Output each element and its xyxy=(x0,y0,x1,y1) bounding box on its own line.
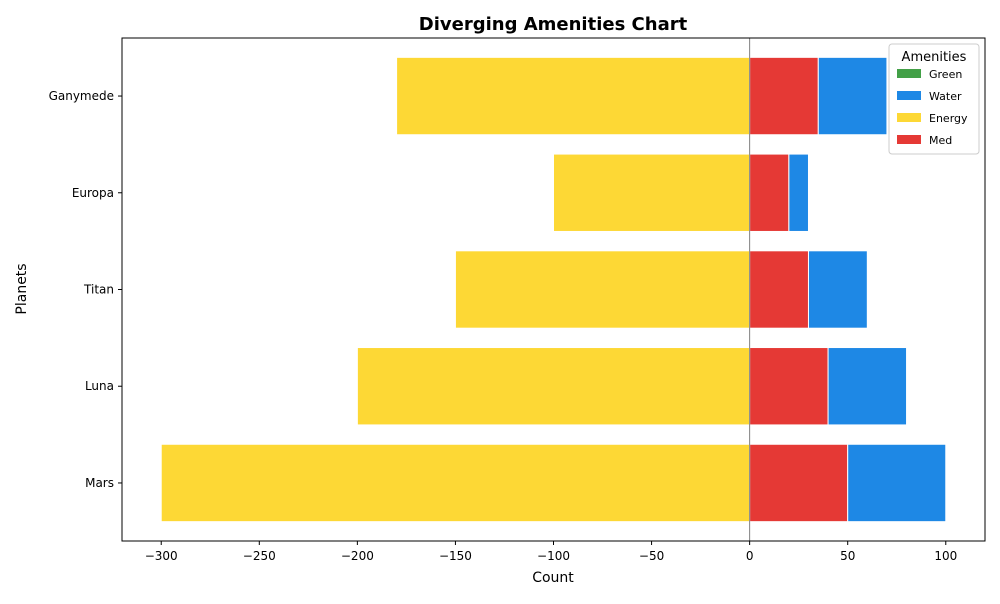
bar-med-luna xyxy=(749,347,829,426)
legend-label-green: Green xyxy=(929,68,962,81)
bar-energy-titan xyxy=(454,250,751,329)
y-tick-label-europa: Europa xyxy=(72,186,114,200)
x-tick-label: −50 xyxy=(639,549,664,563)
bar-energy-luna xyxy=(356,347,751,426)
legend-swatch-water xyxy=(897,91,921,100)
x-tick-label: −250 xyxy=(243,549,276,563)
x-tick-label: 100 xyxy=(934,549,957,563)
legend-swatch-med xyxy=(897,135,921,144)
legend-label-med: Med xyxy=(929,134,952,147)
bar-med-titan xyxy=(749,250,809,329)
y-tick-label-ganymede: Ganymede xyxy=(49,89,114,103)
bar-water-luna xyxy=(827,347,908,426)
bar-water-europa xyxy=(788,153,809,232)
x-tick-label: −100 xyxy=(537,549,570,563)
x-tick-label: 50 xyxy=(840,549,855,563)
x-tick-label: −300 xyxy=(145,549,178,563)
legend: Amenities Green Water Energy Med xyxy=(888,43,980,155)
bar-water-mars xyxy=(847,443,947,523)
legend-swatch-energy xyxy=(897,113,921,122)
bar-med-ganymede xyxy=(749,56,819,136)
bar-energy-europa xyxy=(553,153,751,232)
bar-water-ganymede xyxy=(817,56,888,136)
bar-med-mars xyxy=(749,443,849,523)
y-axis-label: Planets xyxy=(14,263,30,314)
bar-energy-ganymede xyxy=(396,56,751,136)
bar-energy-mars xyxy=(160,443,751,523)
y-tick-label-mars: Mars xyxy=(85,476,114,490)
x-axis: −300 −250 −200 −150 −100 −50 0 50 100 xyxy=(145,541,957,563)
bars-layer xyxy=(160,56,947,523)
legend-label-energy: Energy xyxy=(929,112,968,125)
y-axis: Mars Luna Titan Europa Ganymede xyxy=(49,89,122,490)
legend-title: Amenities xyxy=(902,50,967,65)
x-tick-label: −150 xyxy=(439,549,472,563)
bar-med-europa xyxy=(749,153,790,232)
y-tick-label-titan: Titan xyxy=(83,283,114,297)
chart-title: Diverging Amenities Chart xyxy=(419,14,688,35)
x-axis-label: Count xyxy=(532,570,574,586)
x-tick-label: −200 xyxy=(341,549,374,563)
y-tick-label-luna: Luna xyxy=(85,379,114,393)
bar-water-titan xyxy=(807,250,868,329)
x-tick-label: 0 xyxy=(746,549,754,563)
legend-label-water: Water xyxy=(929,90,962,103)
legend-swatch-green xyxy=(897,69,921,78)
